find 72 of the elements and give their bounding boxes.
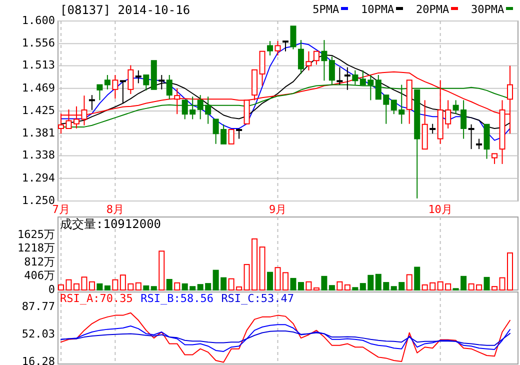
series-label: RSI_A:70.35 [60, 292, 133, 305]
candlestick [104, 74, 110, 90]
line-series [60, 312, 510, 363]
bar [328, 285, 335, 290]
bar [414, 266, 420, 290]
y-tick-label: 1.250 [22, 194, 55, 208]
candlestick [313, 50, 320, 66]
y-tick-label: 52.03 [22, 328, 55, 341]
x-tick-label: 10月 [428, 203, 452, 216]
y-tick-label: 406万 [24, 269, 55, 282]
candlestick [336, 66, 343, 86]
y-tick-label: 87.77 [22, 300, 55, 313]
candlestick [468, 124, 474, 150]
candlestick [282, 40, 288, 52]
legend-label: 30PMA [471, 3, 504, 16]
text: RSI_C:53.47 [221, 292, 294, 305]
x-tick-label: 8月 [106, 203, 124, 216]
candlestick [88, 94, 95, 110]
text: RSI_B:58.56 [140, 292, 214, 305]
candlestick [158, 74, 165, 90]
candlestick [259, 50, 266, 86]
y-tick-label: 1.381 [22, 126, 55, 140]
candlestick [236, 128, 242, 140]
candlestick [128, 64, 134, 95]
bar [150, 286, 157, 290]
candlestick [298, 40, 304, 74]
candlestick [321, 40, 328, 82]
legend-label: 5PMA [312, 3, 340, 16]
bar [267, 272, 274, 290]
candlestick [306, 50, 312, 71]
bar [166, 278, 172, 290]
y-tick-label: 16.28 [22, 355, 55, 365]
chart-title: [08137] 2014-10-16 [60, 3, 190, 17]
candlestick [112, 74, 118, 100]
candlestick [476, 138, 482, 150]
candlestick [228, 129, 234, 144]
bar [96, 283, 103, 290]
candlestick [267, 40, 274, 56]
x-tick-label: 7月 [52, 203, 70, 216]
candlestick [120, 80, 126, 104]
candlestick [344, 66, 350, 90]
y-tick-label: 1.425 [22, 104, 55, 118]
bar [143, 285, 150, 290]
y-tick-label: 1.469 [22, 81, 55, 94]
candlestick [135, 70, 142, 84]
y-tick-label: 1625万 [18, 228, 55, 241]
legend-label: 20PMA [416, 3, 450, 16]
candlestick [96, 84, 103, 101]
y-tick-label: 1.338 [22, 148, 55, 162]
y-tick-label: 1.600 [22, 14, 55, 28]
y-tick-label: 0 [48, 283, 55, 296]
candlestick [430, 123, 436, 134]
candlestick [290, 26, 296, 50]
line-series [60, 330, 510, 346]
y-tick-label: 1.556 [22, 36, 55, 50]
x-tick-label: 9月 [268, 203, 287, 216]
y-tick-label: 1.294 [22, 171, 56, 184]
bar [298, 282, 304, 290]
candlestick [166, 74, 172, 100]
bar [484, 276, 490, 290]
candlestick [143, 74, 150, 91]
bar [321, 276, 328, 290]
candlestick [492, 153, 498, 164]
candlestick [274, 40, 281, 56]
y-tick-label: 1218万 [18, 242, 55, 255]
bar [290, 278, 296, 290]
legend-label: 10PMA [361, 3, 394, 16]
bar [104, 285, 110, 290]
y-tick-label: 1.513 [22, 58, 55, 72]
y-tick-label: 812万 [24, 255, 55, 268]
chart-title: 成交量:10912000 [60, 217, 162, 231]
bar [352, 287, 358, 290]
